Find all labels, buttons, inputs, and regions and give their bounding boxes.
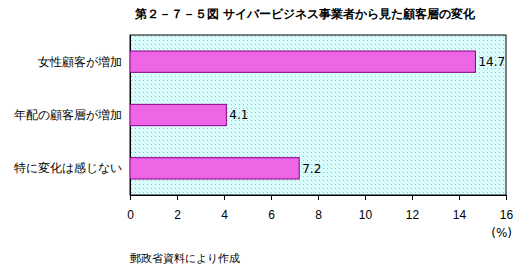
tick: 16 [500,195,514,222]
tick-label: 12 [406,208,420,222]
tick-mark [318,195,319,200]
chart-container: 第２－７－５図 サイバービジネス事業者から見た顧客層の変化 0 2 4 6 8 10 12 14… [0,0,524,271]
data-label: 7.2 [302,162,321,176]
tick-label: 特に変化は感じない [14,161,122,175]
tick-mark [224,195,225,200]
tick-label: 2 [174,208,181,222]
chart-title: 第２－７－５図 サイバービジネス事業者から見た顧客層の変化 [134,7,476,21]
tick-label: 4 [221,208,228,222]
tick: 10 [359,195,373,222]
data-label: 14.7 [478,55,505,69]
tick: 8 [315,195,322,222]
tick-mark [177,195,178,200]
tick-label: 女性顧客が増加 [38,55,122,69]
tick: 2 [174,195,181,222]
tick: 0 [127,195,134,222]
tick-mark [365,195,366,200]
value-axis: 0 2 4 6 8 10 12 14 16 [127,195,513,222]
tick: 年配の顧客層が増加 [14,108,122,122]
tick-label: 0 [127,208,134,222]
data-label: 4.1 [229,108,248,122]
data-labels: 14.7 4.1 7.2 [229,55,505,176]
tick: 特に変化は感じない [14,161,122,175]
tick-mark [412,195,413,200]
tick: 14 [453,195,467,222]
tick-label: 8 [315,208,322,222]
tick-mark [506,195,507,200]
bar [130,51,475,72]
tick: 女性顧客が増加 [38,55,122,69]
plot-background [130,35,506,195]
source-note: 郵政省資料により作成 [130,252,240,265]
tick: 4 [221,195,228,222]
tick-label: 16 [500,208,514,222]
tick-mark [271,195,272,200]
tick-mark [130,195,131,200]
tick-label: 年配の顧客層が増加 [14,108,122,122]
tick-label: 14 [453,208,467,222]
bar [130,104,226,125]
plot: 0 2 4 6 8 10 12 14 16 女性顧客が増加年配の顧客層が増加特に変化は感じない 14… [14,35,513,222]
axis-line [131,196,507,201]
bars [130,51,475,179]
tick: 12 [406,195,420,222]
tick-mark [459,195,460,200]
tick: 6 [268,195,275,222]
tick-label: 10 [359,208,373,222]
bar [130,158,299,179]
chart-svg: 第２－７－５図 サイバービジネス事業者から見た顧客層の変化 0 2 4 6 8 10 12 14… [0,0,524,271]
axis-title: (%) [491,226,512,240]
tick-label: 6 [268,208,275,222]
category-axis: 女性顧客が増加年配の顧客層が増加特に変化は感じない [14,36,131,196]
